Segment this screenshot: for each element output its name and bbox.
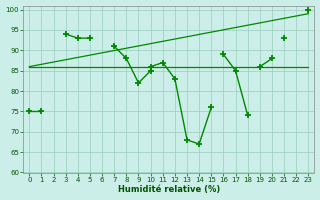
- X-axis label: Humidité relative (%): Humidité relative (%): [118, 185, 220, 194]
